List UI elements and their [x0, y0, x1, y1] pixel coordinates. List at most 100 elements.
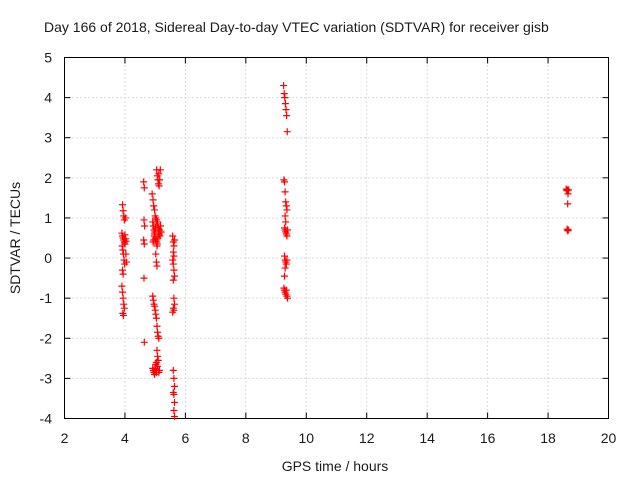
- data-point: [171, 398, 179, 406]
- data-point: [283, 232, 291, 240]
- data-point: [148, 190, 156, 198]
- data-point: [169, 232, 177, 240]
- data-point: [157, 222, 165, 230]
- data-point: [283, 256, 291, 264]
- data-point: [282, 202, 290, 210]
- data-point: [119, 270, 127, 278]
- data-point: [171, 236, 179, 244]
- y-tick-label: -3: [40, 370, 53, 386]
- data-point: [171, 272, 179, 280]
- x-tick-labels: 2 4 6 8 10 12 14 16 18 20: [61, 430, 617, 446]
- data-point: [122, 214, 130, 222]
- data-point: [152, 310, 160, 318]
- grid: [64, 57, 609, 419]
- data-point: [121, 231, 129, 239]
- data-point: [122, 250, 130, 258]
- data-point: [118, 282, 126, 290]
- data-point: [281, 252, 289, 260]
- data-point: [153, 262, 161, 270]
- data-point: [140, 236, 148, 244]
- data-point: [284, 294, 292, 302]
- data-point: [169, 256, 177, 264]
- data-point: [140, 274, 148, 282]
- data-point: [151, 302, 159, 310]
- data-point: [119, 207, 127, 215]
- data-point: [563, 225, 571, 233]
- y-tick-label: -2: [40, 330, 53, 346]
- x-axis-title: GPS time / hours: [282, 458, 389, 474]
- data-point: [122, 237, 130, 245]
- data-point: [141, 222, 149, 230]
- data-point: [153, 346, 161, 354]
- data-point: [280, 82, 288, 90]
- data-point: [122, 258, 130, 266]
- data-point: [154, 234, 162, 242]
- data-point: [281, 100, 289, 108]
- data-point: [564, 200, 572, 208]
- data-point: [282, 218, 290, 226]
- data-point: [564, 190, 572, 198]
- data-point: [119, 201, 127, 209]
- x-tick-label: 6: [181, 430, 189, 446]
- x-tick-label: 10: [298, 430, 314, 446]
- data-point: [281, 264, 289, 272]
- y-tick-label: -1: [40, 290, 53, 306]
- y-tick-label: 3: [44, 130, 52, 146]
- data-point: [155, 170, 163, 178]
- data-point: [119, 311, 127, 319]
- data-point: [119, 266, 127, 274]
- data-point: [140, 178, 148, 186]
- data-point: [281, 212, 289, 220]
- data-point: [169, 248, 177, 256]
- data-point: [140, 338, 148, 346]
- axis-ticks: [64, 57, 609, 419]
- data-point: [281, 272, 289, 280]
- x-tick-label: 2: [61, 430, 69, 446]
- data-point: [169, 308, 177, 316]
- data-point: [156, 166, 164, 174]
- data-point: [156, 176, 164, 184]
- data-point: [155, 182, 163, 190]
- data-point: [170, 252, 178, 260]
- data-point: [118, 242, 126, 250]
- data-point: [281, 94, 289, 102]
- x-tick-label: 14: [419, 430, 435, 446]
- data-point: [150, 202, 158, 210]
- data-point: [170, 390, 178, 398]
- data-point: [282, 260, 290, 268]
- data-point: [154, 352, 162, 360]
- x-tick-label: 4: [121, 430, 129, 446]
- data-point: [157, 228, 165, 236]
- y-tick-label: -4: [40, 411, 53, 427]
- data-point: [171, 412, 179, 420]
- data-point: [120, 300, 128, 308]
- data-point: [153, 242, 161, 250]
- data-point: [151, 206, 159, 214]
- data-points: [118, 82, 573, 420]
- data-point: [281, 178, 289, 186]
- data-point: [154, 362, 162, 370]
- data-point: [170, 266, 178, 274]
- data-point: [564, 227, 572, 235]
- data-point: [140, 216, 148, 224]
- data-point: [151, 306, 159, 314]
- data-point: [171, 382, 179, 390]
- data-point: [154, 218, 162, 226]
- data-point: [283, 206, 291, 214]
- data-point: [152, 250, 160, 258]
- y-tick-label: 1: [44, 210, 52, 226]
- data-point: [171, 300, 179, 308]
- y-tick-labels: -4 -3 -2 -1 0 1 2 3 4 5: [40, 50, 53, 427]
- y-tick-label: 5: [44, 50, 52, 66]
- data-point: [282, 198, 290, 206]
- data-point: [120, 304, 128, 312]
- x-tick-label: 16: [480, 430, 496, 446]
- data-point: [170, 406, 178, 414]
- data-point: [281, 188, 289, 196]
- data-point: [284, 226, 292, 234]
- data-point: [119, 246, 127, 254]
- data-point: [153, 322, 161, 330]
- y-tick-label: 2: [44, 170, 52, 186]
- data-point: [170, 294, 178, 302]
